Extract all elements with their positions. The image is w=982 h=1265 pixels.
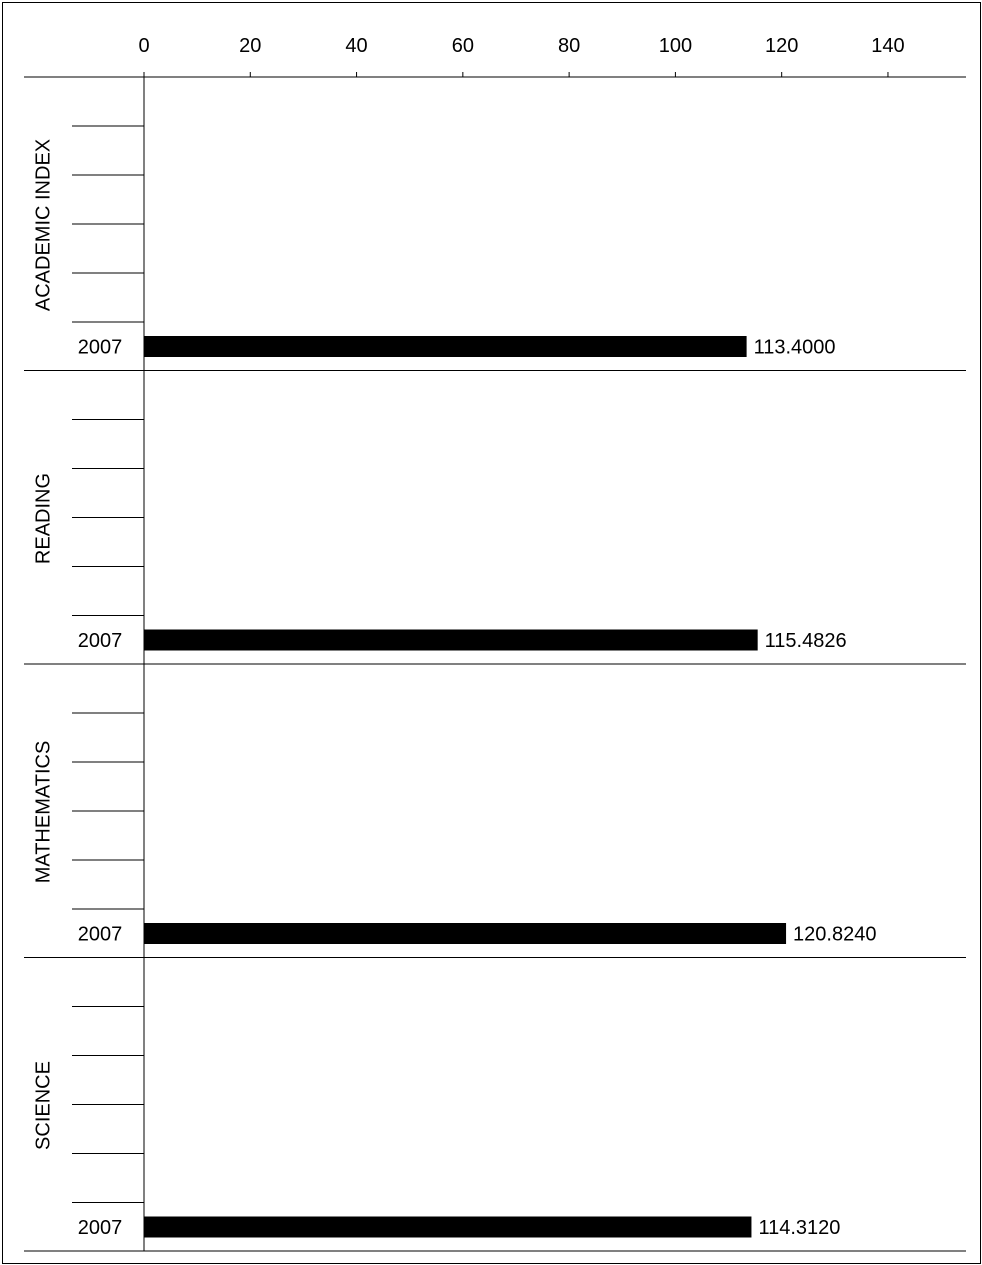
x-tick-label: 60 [452, 35, 474, 57]
panel-label: SCIENCE [32, 1061, 54, 1150]
x-tick-label: 0 [138, 35, 149, 57]
data-label: 114.3120 [758, 1217, 840, 1239]
panel-science: SCIENCE 2007 114.3120 [24, 1006, 966, 1252]
x-tick-label: 140 [871, 35, 904, 57]
x-tick-label: 40 [345, 35, 367, 57]
category-label: 2007 [78, 924, 123, 946]
category-label: 2007 [78, 337, 123, 359]
panel-label: MATHEMATICS [32, 741, 54, 884]
bar [144, 1216, 752, 1238]
x-tick-label: 120 [765, 35, 798, 57]
x-tick-label: 80 [558, 35, 580, 57]
x-tick-label: 100 [659, 35, 692, 57]
panel-label: ACADEMIC INDEX [32, 139, 54, 311]
data-label: 115.4826 [765, 630, 847, 652]
data-label: 113.4000 [754, 337, 836, 359]
data-label: 120.8240 [793, 924, 876, 946]
panel-reading: READING 2007 115.4826 [24, 419, 966, 665]
bar [144, 923, 787, 944]
panel-mathematics: MATHEMATICS 2007 120.8240 [24, 712, 966, 958]
category-label: 2007 [78, 1217, 123, 1239]
panel-academic-index: ACADEMIC INDEX 2007 113.4000 [24, 125, 966, 371]
bar [144, 629, 758, 651]
panels: ACADEMIC INDEX 2007 113.4000 READING 2007 115… [24, 125, 966, 1252]
x-tick-label: 20 [239, 35, 261, 57]
bar [144, 336, 747, 357]
category-label: 2007 [78, 630, 123, 652]
panel-label: READING [32, 473, 54, 564]
